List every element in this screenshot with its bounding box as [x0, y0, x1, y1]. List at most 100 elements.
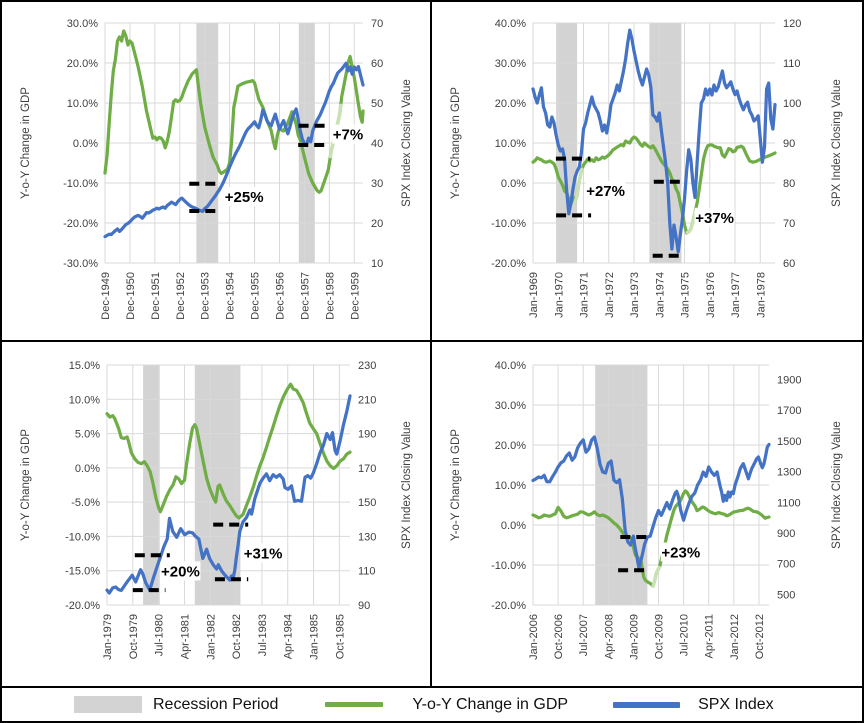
x-axis-tick-label: Jan-1971 [579, 272, 591, 318]
legend-label-spx: SPX Index [698, 695, 774, 713]
right-axis-tick-label: 100 [783, 98, 801, 110]
chart-svg-bottom-right: +23% 40.0% 30.0% 20.0% 10.0% 0.0% -10.0% -20.0%… [450, 360, 843, 660]
gain-label: +23% [661, 545, 700, 562]
spx-line [105, 394, 352, 595]
right-axis-tick-label: 60 [783, 258, 795, 270]
chart-panel-top-right: +27% +37% 40.0% 30.0% 20.0% 10.0% 0.0% -10.0% -2… [432, 2, 862, 342]
right-axis-tick-label: 70 [371, 18, 383, 30]
x-axis-tick-label: Oct-2012 [754, 614, 766, 659]
right-axis-tick-label: 150 [358, 497, 376, 509]
x-axis-tick-label: Jan-1975 [680, 272, 692, 318]
x-axis-tick-label: Jan-1976 [705, 272, 717, 318]
x-axis-tick-label: Jan-1978 [755, 272, 767, 318]
x-axis-tick-label: Jan-1974 [654, 272, 666, 318]
x-axis-tick-label: Dec-1957 [299, 272, 311, 320]
x-axis-tick-label: Jan-1977 [730, 272, 742, 318]
x-axis-tick-label: Apr-1981 [179, 614, 191, 659]
legend-label-gdp: Y-o-Y Change in GDP [412, 695, 569, 713]
right-axis-tick-label: 90 [358, 600, 370, 612]
x-axis-tick-label: Dec-1954 [225, 272, 237, 320]
gdp-recovery-highlight [573, 167, 584, 204]
right-axis-tick-label: 230 [358, 360, 376, 372]
left-axis-tick-label: -5.0% [71, 497, 100, 509]
left-axis-tick-label: 0.0% [73, 138, 98, 150]
x-axis-tick-label: Jan-1972 [604, 272, 616, 318]
recession-period-swatch [74, 696, 142, 713]
left-axis-tick-label: -15.0% [65, 566, 100, 578]
right-axis-tick-label: 1300 [777, 467, 801, 479]
gain-label: +37% [695, 210, 734, 227]
right-axis-tick-label: 120 [783, 18, 801, 30]
right-axis-tick-label: 500 [777, 589, 795, 601]
x-axis-tick-label: Dec-1955 [250, 272, 262, 320]
x-axis-tick-label: Jul-1983 [257, 614, 269, 656]
x-axis-tick-label: Apr-2008 [603, 614, 615, 659]
chart-svg-top-left: +25% +7% 30.0% 20.0% 10.0% 0.0% -10.0% -20.0% -3… [20, 18, 413, 320]
x-axis-tick-label: Dec-1953 [200, 272, 212, 320]
left-axis-tick-label: 30.0% [495, 400, 526, 412]
right-axis-tick-label: 130 [358, 531, 376, 543]
gain-label: +27% [586, 183, 625, 200]
left-axis-tick-label: -20.0% [491, 600, 526, 612]
right-axis-tick-label: 1100 [777, 497, 801, 509]
x-axis-tick-label: Jan-1979 [102, 614, 114, 660]
left-axis-tick-label: 0.0% [75, 463, 100, 475]
chart-svg-top-right: +27% +37% 40.0% 30.0% 20.0% 10.0% 0.0% -10.0% -2… [450, 18, 843, 318]
left-axis-tick-label: -30.0% [63, 258, 98, 270]
right-axis-tick-label: 700 [777, 559, 795, 571]
left-axis-tick-label: 30.0% [67, 18, 98, 30]
left-axis-tick-label: 20.0% [67, 58, 98, 70]
right-axis-title: SPX Index Closing Value [401, 421, 413, 549]
left-axis-tick-label: 10.0% [495, 138, 526, 150]
recession-band [143, 365, 160, 605]
gain-label: +25% [225, 189, 264, 206]
x-axis-tick-label: Jan-2006 [528, 614, 540, 660]
left-axis-tick-label: 15.0% [69, 360, 100, 372]
x-axis-tick-label: Jan-2009 [628, 614, 640, 660]
left-axis-tick-label: 10.0% [69, 394, 100, 406]
left-axis-tick-label: -20.0% [63, 218, 98, 230]
gain-label: +7% [333, 127, 363, 144]
right-axis-tick-label: 170 [358, 463, 376, 475]
x-axis-tick-label: Jan-2012 [729, 614, 741, 660]
chart-panel-bottom-left: +20% +31% 15.0% 10.0% 5.0% 0.0% -5.0% -10.0% -15… [2, 342, 432, 688]
right-axis-tick-label: 900 [777, 528, 795, 540]
right-axis-tick-label: 110 [358, 566, 376, 578]
left-axis-tick-label: -10.0% [65, 531, 100, 543]
left-axis-tick-label: -20.0% [65, 600, 100, 612]
left-axis-tick-label: -20.0% [491, 258, 526, 270]
x-axis-tick-label: Dec-1952 [175, 272, 187, 320]
left-axis-tick-label: -10.0% [491, 218, 526, 230]
right-axis-tick-label: 90 [783, 138, 795, 150]
x-axis-tick-label: Oct-2009 [654, 614, 666, 659]
right-axis-tick-label: 70 [783, 218, 795, 230]
x-axis-tick-label: Jul-2010 [679, 614, 691, 656]
chart-svg-bottom-left: +20% +31% 15.0% 10.0% 5.0% 0.0% -5.0% -10.0% -15… [20, 360, 413, 660]
left-axis-tick-label: 40.0% [495, 18, 526, 30]
left-axis-title: Y-o-Y Change in GDP [20, 429, 32, 541]
gain-label: +20% [161, 563, 200, 580]
right-axis-tick-label: 1700 [777, 405, 801, 417]
x-axis-tick-label: Apr-1984 [283, 614, 295, 659]
left-axis-tick-label: 5.0% [75, 429, 100, 441]
x-axis-tick-label: Jan-1970 [553, 272, 565, 318]
right-axis-tick-label: 1500 [777, 436, 801, 448]
right-axis-tick-label: 80 [783, 178, 795, 190]
right-axis-tick-label: 50 [371, 98, 383, 110]
legend: Recession Period Y-o-Y Change in GDP SPX… [2, 688, 862, 721]
left-axis-tick-label: 10.0% [495, 480, 526, 492]
x-axis-tick-label: Apr-2011 [704, 614, 716, 658]
gain-label: +31% [244, 546, 283, 563]
x-axis-tick-label: Jan-1982 [205, 614, 217, 660]
chart-panel-top-left: +25% +7% 30.0% 20.0% 10.0% 0.0% -10.0% -20.0% -3… [2, 2, 432, 342]
spx-line [531, 435, 771, 570]
x-axis-tick-label: Dec-1958 [324, 272, 336, 320]
gdp-recovery-highlight [685, 210, 697, 235]
x-axis-tick-label: Jan-1973 [629, 272, 641, 318]
left-axis-tick-label: -10.0% [491, 560, 526, 572]
right-axis-title: SPX Index Closing Value [831, 79, 843, 207]
x-axis-tick-label: Oct-1985 [334, 614, 346, 659]
spx-line [531, 28, 777, 254]
x-axis-tick-label: Jan-1969 [528, 272, 540, 318]
x-axis-tick-label: Jul-2007 [578, 614, 590, 656]
